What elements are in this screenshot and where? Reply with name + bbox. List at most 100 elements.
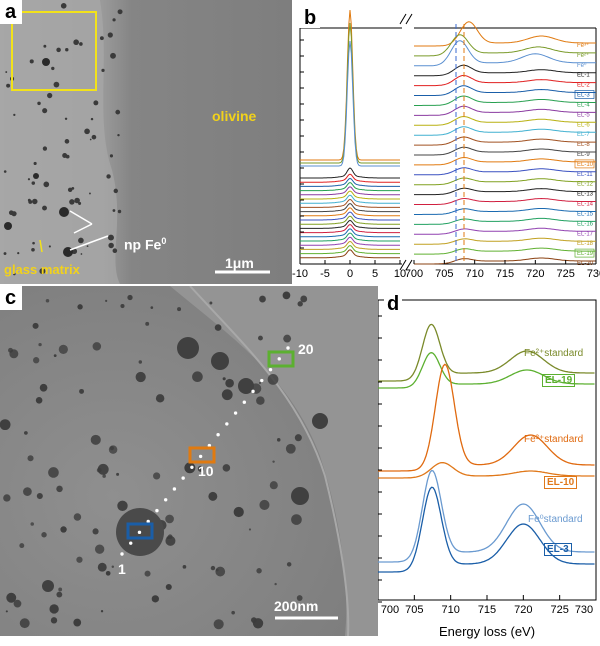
nanoparticle (69, 199, 75, 205)
b-xtick-label: 0 (346, 268, 354, 280)
zero-loss-spectrum (300, 22, 400, 164)
nanoparticle (76, 556, 83, 563)
nanoparticle (117, 209, 122, 214)
trace-point (251, 389, 255, 394)
nanoparticle (6, 83, 11, 88)
nanoparticle (27, 178, 31, 181)
nanoparticle (285, 443, 296, 454)
nanoparticle (258, 335, 263, 341)
zero-loss-spectrum (300, 240, 400, 250)
b-xtick-label: 10 (393, 268, 407, 280)
point-10-label: 10 (198, 463, 214, 479)
b-xtick-label: 705 (435, 268, 454, 280)
nanoparticle (222, 377, 226, 381)
el-spectrum (414, 34, 596, 57)
zero-loss-spectrum (300, 9, 400, 161)
el-spectrum (414, 64, 596, 77)
zero-loss-spectrum (300, 249, 400, 259)
el-spectrum (414, 136, 596, 146)
el-spectrum (414, 21, 596, 47)
nanoparticle (5, 71, 8, 74)
nanoparticle (71, 187, 75, 190)
trace-point (233, 411, 238, 415)
nanoparticle (33, 173, 39, 179)
nanoparticle (56, 485, 63, 493)
nanoparticle (41, 532, 47, 538)
nanoparticle (165, 535, 176, 546)
nanoparticle (145, 321, 150, 326)
zero-loss-spectrum (300, 194, 400, 204)
zero-loss-spectrum (300, 232, 400, 242)
el-19-box (267, 350, 295, 368)
nanoparticle (138, 360, 143, 364)
el-spectrum (414, 208, 596, 215)
el-3-label: EL-3 (544, 543, 572, 556)
nanoparticle (60, 526, 67, 533)
nanoparticle (110, 52, 116, 59)
nanoparticle (35, 397, 43, 404)
nanoparticle (150, 306, 154, 309)
el-3-curve (378, 486, 595, 573)
b-xtick-label: -10 (292, 268, 308, 280)
spectrum-label: EL-16 (577, 221, 594, 227)
fe3-standard-label: Fe³⁺standard (524, 434, 584, 445)
nanoparticle (79, 388, 84, 394)
trace-point (172, 487, 177, 491)
el-spectrum (414, 237, 596, 245)
spectrum-label-box (574, 90, 595, 99)
nanoparticle (297, 301, 303, 307)
el-spectrum (414, 167, 596, 176)
nanoparticle (19, 543, 25, 549)
nanoparticle (184, 462, 196, 474)
nanoparticles-c (0, 291, 328, 630)
nanoparticle (269, 481, 278, 490)
nanoparticle (215, 568, 219, 572)
zero-loss-spectrum (300, 40, 400, 167)
d-xtick-label: 700 (380, 604, 400, 616)
b-xtick-label: 715 (495, 268, 515, 280)
nanoparticle (117, 133, 120, 137)
nanoparticle (259, 499, 270, 510)
trace-point (225, 422, 229, 426)
zero-loss-spectrum (300, 215, 400, 225)
panel-d-chart (378, 299, 597, 603)
nanoparticle (5, 610, 8, 613)
zero-loss-spectrum (300, 207, 400, 217)
nanoparticle (42, 58, 50, 66)
b-xtick-label: 5 (371, 268, 379, 280)
trace-point (242, 400, 247, 404)
nanoparticle (211, 352, 229, 370)
scale-c-label: 200nm (274, 598, 319, 614)
nanoparticle (182, 565, 187, 569)
nanoparticle (300, 295, 308, 303)
trace-point (260, 378, 264, 383)
trace-point (198, 454, 203, 459)
fe2-standard-curve (378, 323, 595, 382)
nanoparticle (272, 460, 275, 463)
selection-box (11, 11, 97, 91)
nanoparticle (151, 595, 160, 603)
nanoparticle (23, 487, 32, 496)
nanoparticle (251, 617, 257, 623)
zero-loss-spectrum (300, 228, 400, 238)
nanoparticle (248, 528, 252, 531)
trace-point (277, 357, 281, 361)
nanoparticle (92, 342, 102, 351)
nanoparticle (0, 419, 11, 431)
trace-point (216, 433, 220, 437)
spectrum-label: EL-10 (577, 162, 594, 168)
nanoparticle (67, 187, 73, 193)
nanoparticle (113, 188, 118, 194)
nanoparticle (32, 322, 39, 329)
spectrum-label: EL-18 (577, 241, 594, 247)
b-xtick-label: 700 (404, 268, 424, 280)
nanoparticle (56, 47, 61, 53)
nanoparticle (96, 467, 102, 473)
el-trace (120, 346, 290, 556)
nanoparticle (225, 378, 234, 388)
nanoparticle (93, 100, 99, 106)
panel-label-a: a (0, 0, 23, 24)
nanoparticle (256, 568, 262, 574)
point-1-label: 1 (118, 561, 126, 577)
trace-point (268, 367, 273, 372)
